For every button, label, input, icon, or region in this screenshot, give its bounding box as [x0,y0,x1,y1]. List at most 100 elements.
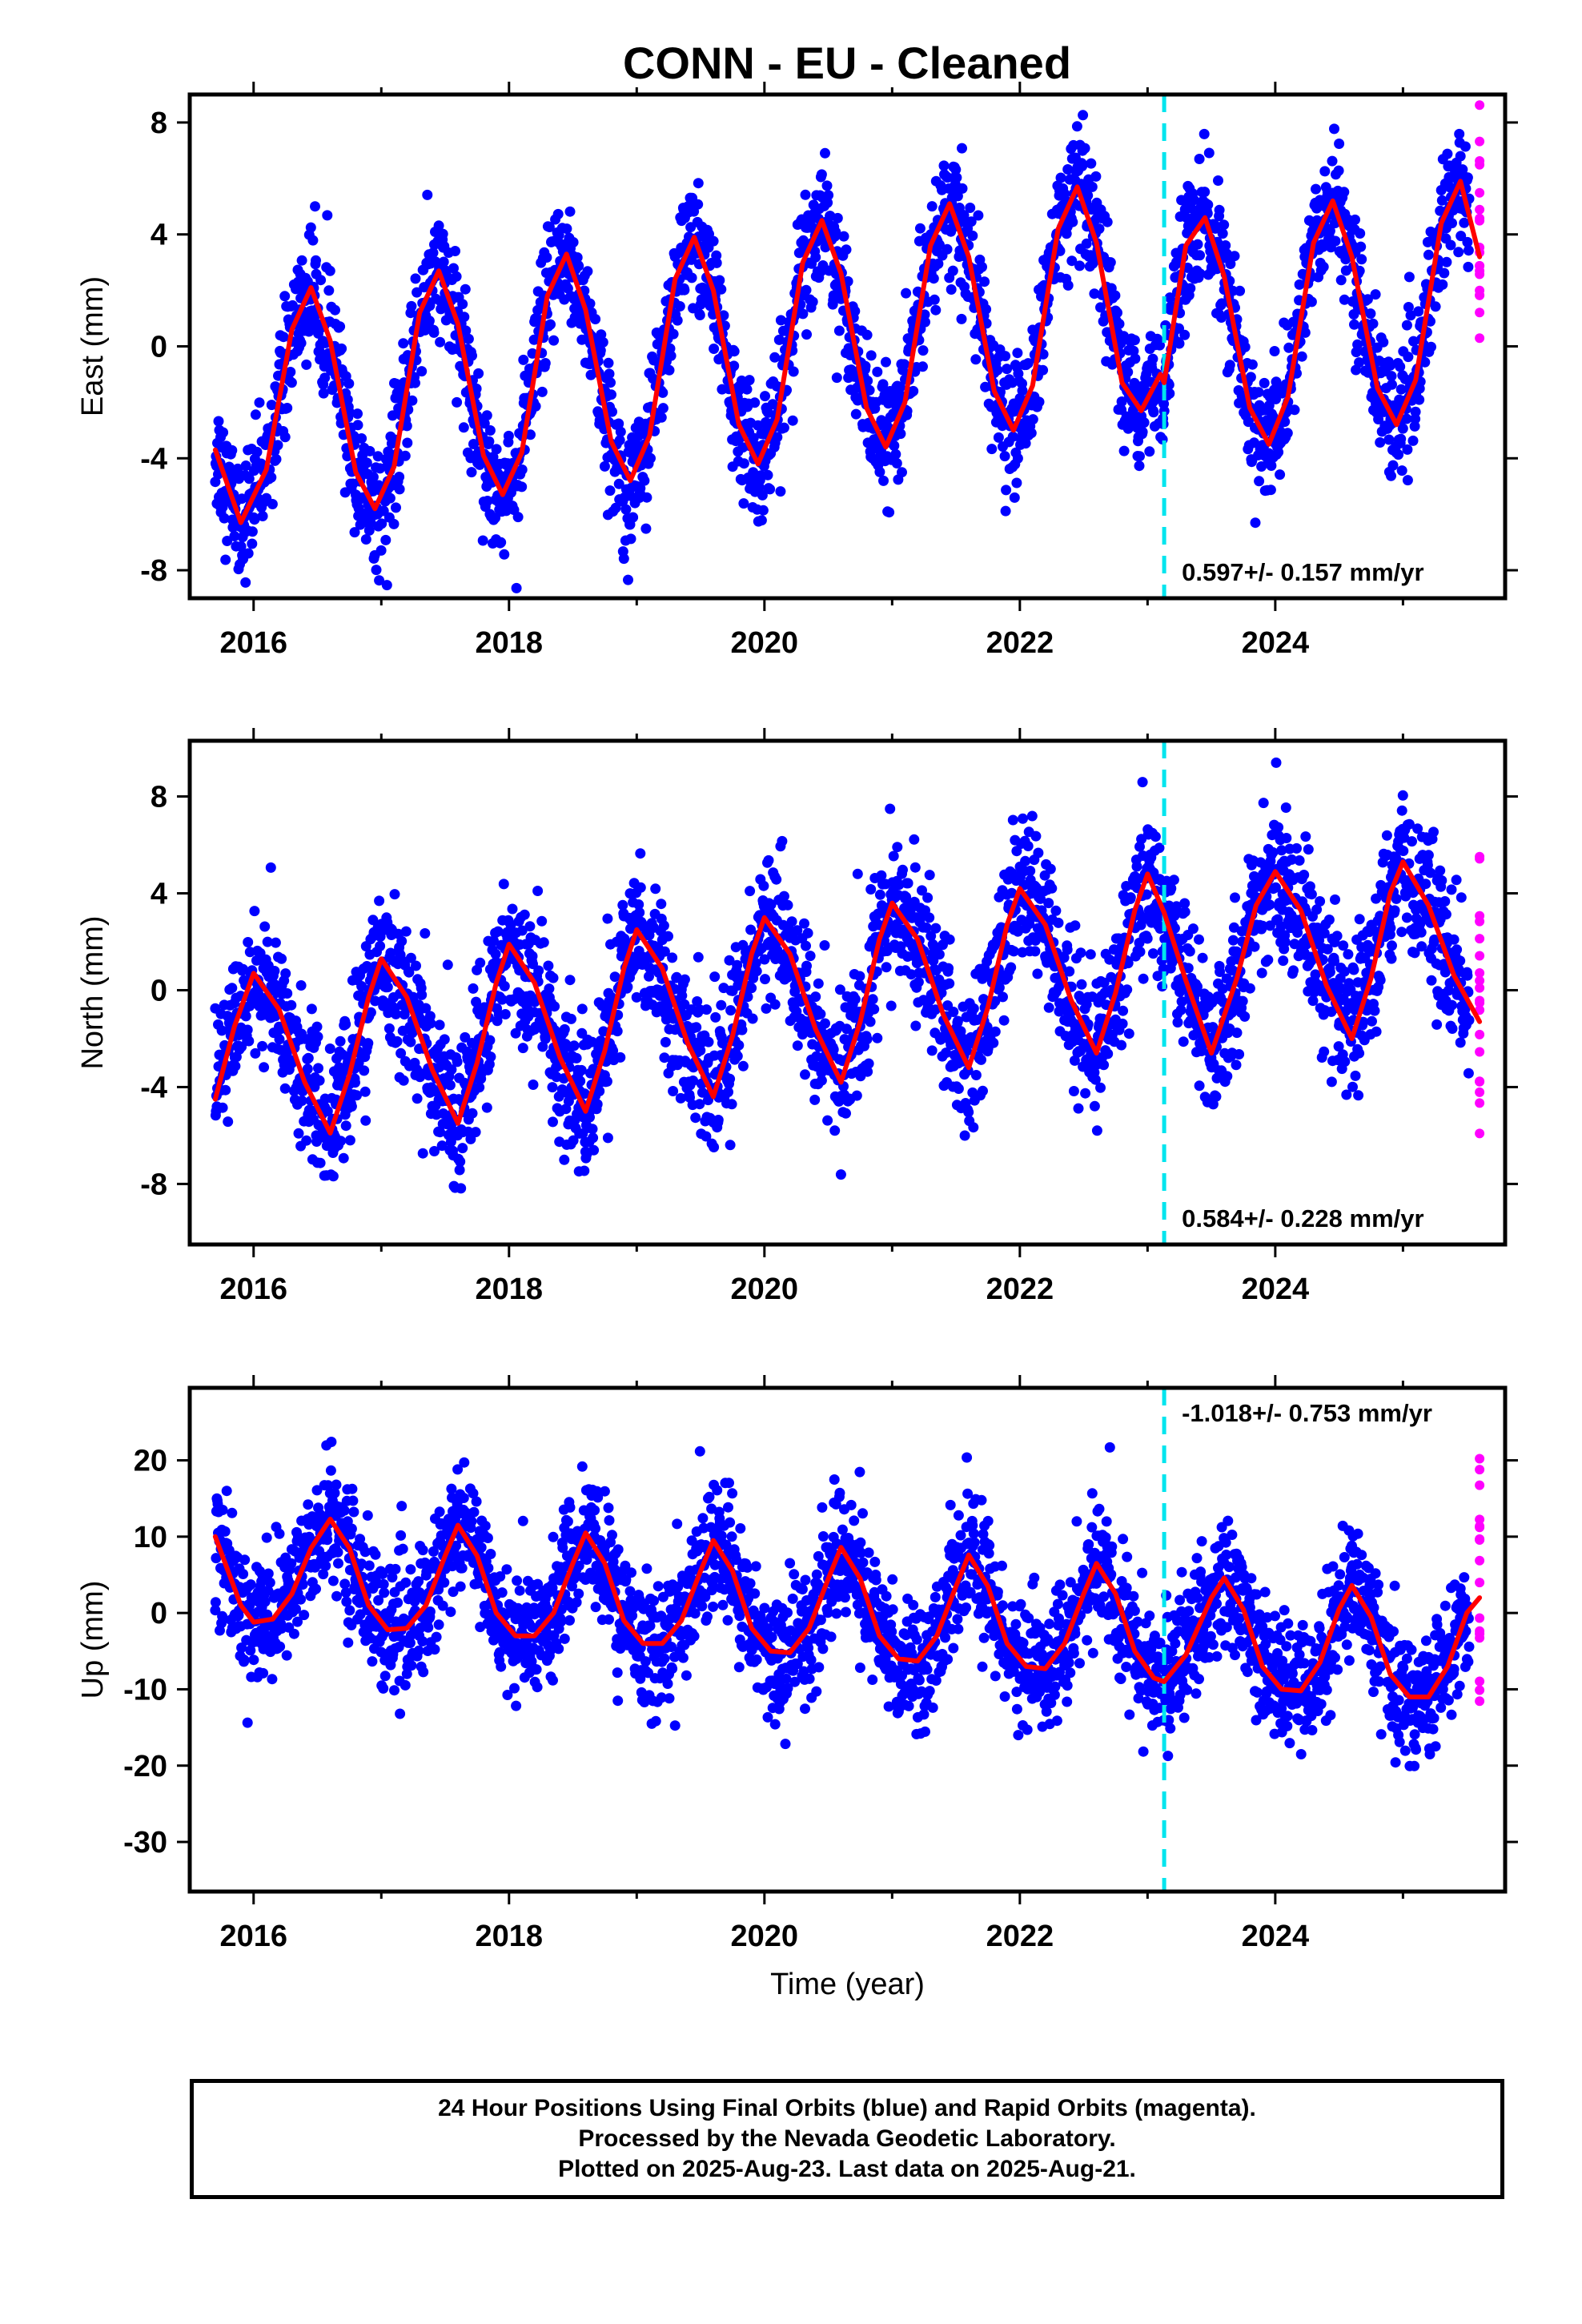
data-point [1460,141,1471,152]
data-point [532,886,544,896]
data-point [459,312,470,323]
data-point [382,982,393,993]
data-point [388,518,400,529]
data-point [765,899,777,910]
data-point [760,391,770,402]
data-point [828,1044,839,1055]
data-point [564,206,576,217]
rapid-point [1475,260,1485,271]
data-point [1009,492,1020,503]
data-point [645,452,656,464]
data-point [247,538,258,549]
data-point [628,512,639,523]
data-point [1007,814,1018,826]
data-point [929,294,940,305]
data-point [516,464,528,475]
data-point [711,250,722,261]
data-point [732,1051,743,1062]
data-point [242,1024,253,1035]
data-point [367,915,379,926]
data-point [276,953,287,964]
data-point [306,1003,317,1015]
panel-north-data [210,741,1485,1244]
data-point [295,980,307,991]
data-point [375,940,386,951]
data-point [1006,962,1017,973]
data-point [335,1136,347,1147]
data-point [635,848,646,859]
data-point [220,554,231,565]
data-point [1393,449,1404,460]
data-point [548,335,560,346]
data-point [510,1027,521,1039]
data-point [760,974,770,985]
rapid-point [1475,269,1485,279]
data-point [1095,302,1106,313]
data-point [223,1116,234,1128]
data-point [1203,147,1215,159]
data-point [435,1127,446,1138]
data-point [400,926,412,937]
data-point [723,1087,733,1098]
data-point [307,235,319,246]
data-point [471,383,482,394]
data-point [1453,247,1464,258]
data-point [359,1065,370,1076]
data-point [571,1052,582,1063]
data-point [524,921,536,932]
data-point [410,377,420,388]
data-point [1075,947,1086,959]
data-point [240,460,251,471]
data-point [829,1125,841,1136]
data-point [697,1087,708,1098]
data-point [507,903,518,915]
data-point [725,1140,736,1151]
data-point [926,931,937,942]
data-point [956,313,967,324]
data-point [1110,290,1121,301]
data-point [572,252,583,263]
data-point [769,999,781,1010]
data-point [885,803,896,814]
data-point [1077,161,1088,171]
data-point [352,408,363,420]
data-point [322,210,333,221]
data-point [274,1034,285,1045]
data-point [1405,310,1416,321]
data-point [1142,933,1153,944]
data-point [1192,239,1203,250]
y-tick-label: 8 [151,107,167,140]
data-point [737,1024,748,1035]
data-point [1085,250,1096,261]
data-point [1253,387,1264,398]
data-point [484,425,496,436]
data-point [749,397,761,408]
data-point [664,364,675,376]
data-point [402,437,413,448]
data-point [312,1031,323,1043]
data-point [1459,217,1470,228]
data-point [777,835,788,846]
data-point [1266,460,1277,471]
data-point [801,284,812,296]
data-point [1339,294,1350,305]
data-point [576,1003,588,1015]
data-point [1033,847,1044,858]
data-point [884,507,895,518]
data-point [314,1075,325,1086]
data-point [365,1007,376,1018]
data-point [993,432,1004,443]
data-point [389,889,400,900]
data-point [659,1052,670,1063]
data-point [1355,228,1366,239]
data-point [894,382,905,392]
data-point [411,960,421,971]
data-point [1279,416,1291,428]
data-point [908,385,919,396]
data-point [1239,341,1251,352]
data-point [1185,283,1196,294]
data-point [387,410,398,421]
data-point [433,220,444,231]
data-point [973,210,984,221]
